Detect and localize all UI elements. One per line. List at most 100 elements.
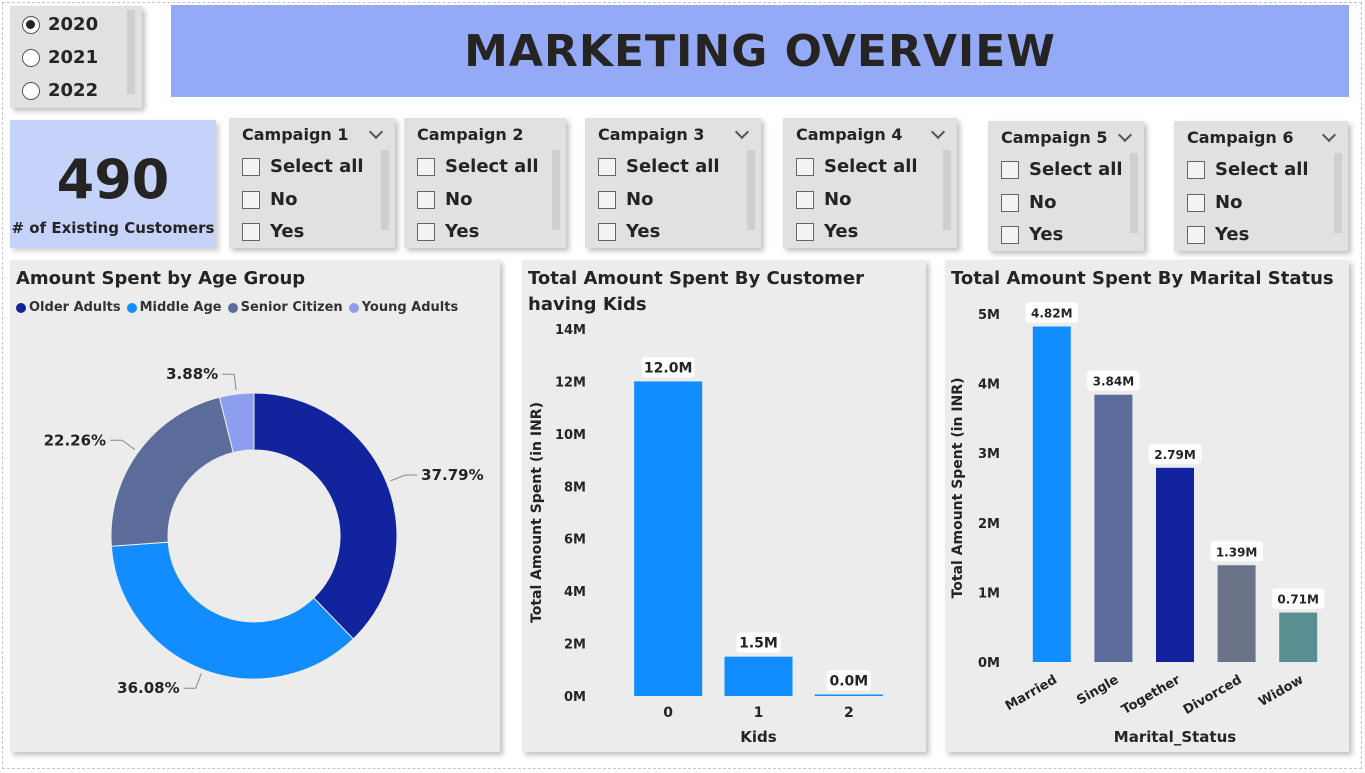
- age-group-donut-panel: Amount Spent by Age Group Older Adults M…: [10, 260, 500, 752]
- bar: [634, 381, 703, 696]
- option-yes[interactable]: Yes: [1187, 224, 1249, 245]
- checkbox[interactable]: [796, 190, 814, 209]
- checkbox[interactable]: [1187, 160, 1205, 179]
- x-tick-label: 1: [754, 705, 764, 721]
- bar-data-label: 0.0M: [829, 674, 868, 690]
- option-no[interactable]: No: [242, 189, 297, 210]
- checkbox[interactable]: [796, 157, 814, 176]
- y-tick-label: 8M: [564, 480, 586, 495]
- checkbox[interactable]: [417, 222, 435, 241]
- x-axis-title: Kids: [740, 728, 777, 746]
- year-option-2020[interactable]: 2020: [22, 14, 98, 35]
- bar-data-label: 1.39M: [1216, 545, 1258, 559]
- campaign-2-slicer: Campaign 2 Select all No Yes: [404, 118, 566, 248]
- slicer-scrollbar[interactable]: [1130, 153, 1138, 233]
- checkbox[interactable]: [796, 222, 814, 241]
- option-no[interactable]: No: [1187, 192, 1242, 213]
- campaign-5-slicer: Campaign 5 Select all No Yes: [988, 121, 1144, 251]
- slicer-scrollbar[interactable]: [552, 150, 560, 230]
- data-label-box: [1025, 302, 1079, 323]
- y-tick-label: 5M: [978, 308, 1000, 323]
- kids-bar-chart: 0M 2M 4M 6M 8M 10M 12M 14M Total Amount Spent (i…: [529, 323, 883, 746]
- legend-dot-icon: [16, 302, 26, 313]
- checkbox[interactable]: [242, 157, 260, 176]
- donut-slice: [253, 392, 398, 640]
- checkbox[interactable]: [417, 157, 435, 176]
- slicer-scrollbar[interactable]: [127, 10, 135, 94]
- leader-line: [390, 474, 418, 482]
- y-tick-label: 12M: [555, 375, 586, 390]
- checkbox[interactable]: [242, 222, 260, 241]
- option-select-all[interactable]: Select all: [598, 156, 720, 177]
- data-label-box: [1271, 588, 1325, 609]
- checkbox[interactable]: [1001, 193, 1019, 212]
- option-select-all[interactable]: Select all: [1001, 159, 1123, 180]
- option-label: No: [824, 189, 852, 210]
- donut-chart: 37.79% 36.08% 22.26% 3.88%: [44, 365, 484, 697]
- option-select-all[interactable]: Select all: [417, 156, 539, 177]
- checkbox[interactable]: [1187, 225, 1205, 244]
- radio-selected-icon[interactable]: [22, 15, 40, 34]
- chevron-down-icon[interactable]: [930, 124, 946, 140]
- option-select-all[interactable]: Select all: [796, 156, 918, 177]
- option-no[interactable]: No: [796, 189, 851, 210]
- option-label: Yes: [270, 221, 305, 242]
- checkbox[interactable]: [598, 157, 616, 176]
- legend-item[interactable]: Young Adults: [348, 300, 458, 315]
- radio-icon[interactable]: [22, 48, 40, 67]
- year-option-2021[interactable]: 2021: [22, 47, 98, 68]
- option-label: Select all: [445, 156, 539, 177]
- slicer-scrollbar[interactable]: [381, 150, 389, 230]
- donut-slice: [110, 396, 234, 547]
- option-select-all[interactable]: Select all: [1187, 159, 1309, 180]
- chevron-down-icon[interactable]: [1117, 127, 1133, 143]
- checkbox[interactable]: [242, 190, 260, 209]
- option-no[interactable]: No: [598, 189, 653, 210]
- option-label: Select all: [1029, 159, 1123, 180]
- checkbox[interactable]: [1187, 193, 1205, 212]
- slicer-scrollbar[interactable]: [747, 150, 755, 230]
- slice-data-label: 3.88%: [166, 365, 218, 383]
- page-title: MARKETING OVERVIEW: [464, 25, 1056, 77]
- option-yes[interactable]: Yes: [796, 221, 858, 242]
- option-yes[interactable]: Yes: [242, 221, 304, 242]
- slicer-scrollbar[interactable]: [1334, 153, 1342, 233]
- radio-icon[interactable]: [22, 81, 40, 100]
- kpi-value: 490: [56, 148, 170, 211]
- slicer-scrollbar[interactable]: [943, 150, 951, 230]
- checkbox[interactable]: [598, 222, 616, 241]
- legend-item[interactable]: Older Adults: [16, 300, 121, 315]
- data-label-box: [641, 357, 695, 378]
- slicer-title: Campaign 1: [242, 125, 349, 144]
- checkbox[interactable]: [417, 190, 435, 209]
- legend-item[interactable]: Middle Age: [126, 300, 222, 315]
- title-banner: MARKETING OVERVIEW: [171, 5, 1349, 97]
- option-label: No: [626, 189, 654, 210]
- y-tick-label: 0M: [564, 690, 586, 705]
- option-no[interactable]: No: [417, 189, 472, 210]
- data-label-box: [736, 632, 781, 653]
- year-option-2022[interactable]: 2022: [22, 80, 98, 101]
- slicer-title: Campaign 3: [598, 125, 705, 144]
- checkbox[interactable]: [1001, 160, 1019, 179]
- option-yes[interactable]: Yes: [1001, 224, 1063, 245]
- data-label-box: [1210, 541, 1263, 562]
- option-yes[interactable]: Yes: [598, 221, 660, 242]
- option-select-all[interactable]: Select all: [242, 156, 364, 177]
- bar: [1156, 467, 1194, 662]
- x-tick-label: Together: [1119, 672, 1183, 718]
- campaign-4-slicer: Campaign 4 Select all No Yes: [783, 118, 957, 248]
- chevron-down-icon[interactable]: [734, 124, 750, 140]
- checkbox[interactable]: [598, 190, 616, 209]
- bar-data-label: 1.5M: [739, 636, 778, 652]
- legend-item[interactable]: Senior Citizen: [227, 300, 343, 315]
- year-label: 2022: [48, 80, 99, 101]
- chevron-down-icon[interactable]: [1321, 127, 1337, 143]
- y-axis-title: Total Amount Spent (in INR): [950, 378, 966, 599]
- checkbox[interactable]: [1001, 225, 1019, 244]
- option-label: Yes: [1215, 224, 1250, 245]
- bar-data-label: 0.71M: [1277, 593, 1319, 607]
- chevron-down-icon[interactable]: [368, 124, 384, 140]
- option-no[interactable]: No: [1001, 192, 1056, 213]
- option-yes[interactable]: Yes: [417, 221, 479, 242]
